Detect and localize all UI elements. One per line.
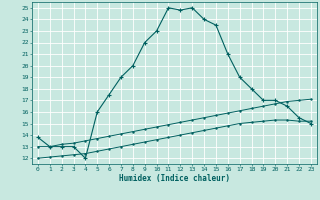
X-axis label: Humidex (Indice chaleur): Humidex (Indice chaleur) (119, 174, 230, 183)
